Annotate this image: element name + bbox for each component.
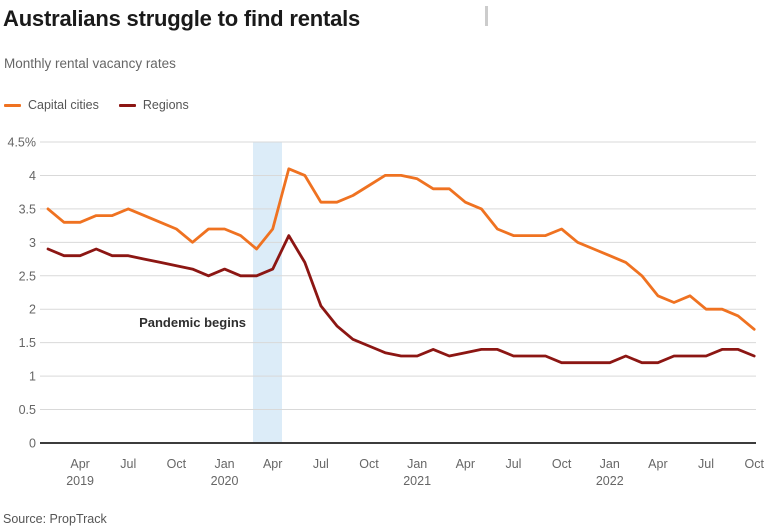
x-axis-tick-label: Oct	[359, 457, 379, 471]
x-axis-tick-label: Jul	[698, 457, 714, 471]
pandemic-highlight-band	[253, 142, 282, 443]
x-axis-tick-label: Apr	[456, 457, 475, 471]
y-axis-tick-label: 4	[29, 169, 36, 183]
x-axis-tick-label: Jul	[120, 457, 136, 471]
y-axis-tick-label: 0	[29, 437, 36, 451]
legend-item-regions: Regions	[118, 98, 189, 112]
x-axis-tick-label: Oct	[744, 457, 764, 471]
y-axis-tick-label: 1.5	[19, 336, 36, 350]
x-axis-year-label: 2020	[211, 474, 239, 488]
pandemic-begins-annotation: Pandemic begins	[139, 315, 246, 330]
y-axis-tick-label: 4.5%	[8, 136, 37, 150]
x-axis-tick-label: Jul	[313, 457, 329, 471]
x-axis-tick-label: Jul	[505, 457, 521, 471]
y-axis-tick-label: 0.5	[19, 403, 36, 417]
x-axis-year-label: 2022	[596, 474, 624, 488]
text-cursor-artifact	[485, 6, 488, 26]
regions-line-swatch	[118, 103, 136, 107]
chart-title: Australians struggle to find rentals	[3, 6, 361, 31]
capital-cities-line-series	[46, 167, 756, 331]
x-axis-tick-label: Oct	[552, 457, 572, 471]
y-axis-tick-label: 3	[29, 236, 36, 250]
legend-label: Regions	[142, 98, 189, 112]
x-axis-tick-label: Apr	[648, 457, 667, 471]
capital-cities-line-swatch	[4, 103, 21, 107]
x-axis-tick-label: Jan	[214, 457, 234, 471]
x-axis-tick-label: Apr	[70, 457, 89, 471]
x-axis-year-label: 2021	[403, 474, 431, 488]
x-axis-year-label: 2019	[66, 474, 94, 488]
x-axis-tick-label: Apr	[263, 457, 282, 471]
y-axis-tick-label: 2.5	[19, 269, 36, 283]
y-axis-tick-label: 3.5	[19, 202, 36, 216]
chart-legend: Capital cities Regions	[4, 98, 209, 112]
legend-item-capital-cities: Capital cities	[4, 98, 99, 112]
x-axis-tick-label: Jan	[407, 457, 427, 471]
chart-subtitle: Monthly rental vacancy rates	[4, 56, 176, 71]
y-axis-tick-label: 2	[29, 303, 36, 317]
source-note: Source: PropTrack	[3, 512, 107, 526]
regions-line-series	[46, 234, 756, 365]
x-axis-tick-label: Jan	[600, 457, 620, 471]
y-axis-tick-label: 1	[29, 370, 36, 384]
x-axis-tick-label: Oct	[167, 457, 187, 471]
legend-label: Capital cities	[28, 98, 99, 112]
